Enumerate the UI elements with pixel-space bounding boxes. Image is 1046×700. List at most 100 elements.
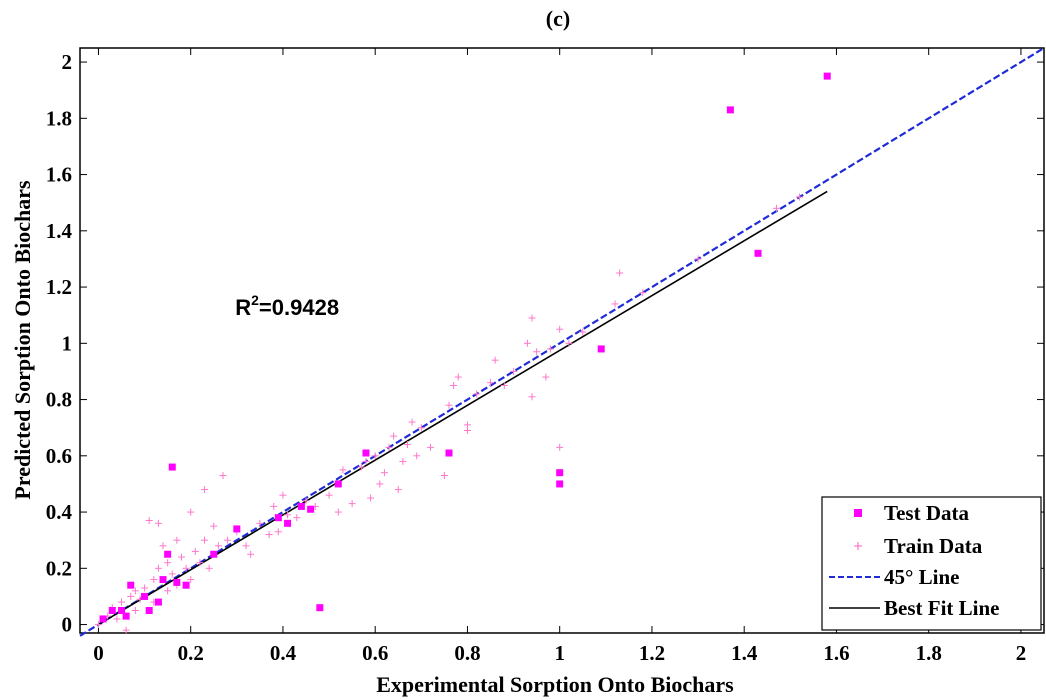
- data-points: [94, 72, 831, 634]
- test-data-point: [164, 550, 172, 558]
- test-data-point: [334, 480, 342, 488]
- x-tick-label: 0.8: [454, 641, 480, 665]
- test-data-point: [154, 598, 162, 606]
- y-tick-label: 1.4: [46, 219, 73, 243]
- train-data-point: [242, 542, 250, 550]
- train-data-point: [247, 550, 255, 558]
- train-data-point: [270, 502, 278, 510]
- train-data-point: [284, 511, 292, 519]
- legend-box: [821, 496, 1042, 631]
- train-data-point: [417, 424, 425, 432]
- train-data-point: [376, 480, 384, 488]
- y-tick-label: 0.4: [46, 500, 73, 524]
- train-data-point: [219, 472, 227, 479]
- train-data-point: [187, 508, 195, 516]
- test-data-point: [597, 345, 605, 353]
- x-tick-label: 2: [1016, 641, 1027, 665]
- x-tick-label: 0: [93, 641, 104, 665]
- y-tick-label: 2: [62, 50, 73, 74]
- y-axis-label: Predicted Sorption Onto Biochars: [10, 180, 35, 500]
- train-data-point: [639, 289, 647, 297]
- train-data-point: [145, 517, 153, 524]
- train-data-point: [510, 367, 518, 375]
- x-tick-label: 1.4: [731, 641, 758, 665]
- train-data-point: [334, 508, 342, 516]
- test-data-point: [210, 550, 218, 558]
- test-data-point: [118, 607, 126, 614]
- legend-best-fit: Best Fit Line: [884, 596, 1000, 620]
- test-data-point: [445, 449, 453, 457]
- legend-45-line: 45° Line: [884, 565, 960, 589]
- x-axis-label: Experimental Sorption Onto Biochars: [376, 672, 734, 697]
- train-data-point: [141, 584, 149, 592]
- train-data-point: [491, 356, 499, 364]
- legend-plus-marker: [854, 542, 862, 550]
- train-data-point: [325, 491, 333, 499]
- x-tick-label: 0.6: [362, 641, 388, 665]
- train-data-point: [528, 314, 536, 322]
- train-data-point: [367, 494, 375, 502]
- y-tick-label: 0: [62, 613, 73, 637]
- test-data-point: [173, 578, 181, 586]
- train-data-point: [408, 418, 416, 426]
- train-data-point: [159, 542, 167, 550]
- train-data-point: [450, 382, 458, 389]
- test-data-point: [556, 480, 564, 488]
- best-fit-line: [98, 190, 828, 626]
- train-data-point: [173, 536, 181, 544]
- train-data-point: [131, 607, 139, 614]
- x-tick-label: 1.2: [639, 641, 665, 665]
- x-tick-label: 1.8: [916, 641, 942, 665]
- test-data-point: [233, 525, 241, 533]
- train-data-point: [339, 466, 347, 474]
- train-data-point: [113, 615, 121, 623]
- test-data-point: [159, 576, 167, 584]
- y-tick-label: 1.8: [46, 106, 72, 130]
- fit-lines: [79, 47, 1045, 637]
- train-data-point: [256, 519, 264, 527]
- train-data-point: [205, 564, 213, 572]
- y-tick-label: 0.8: [46, 388, 72, 412]
- test-data-point: [284, 519, 292, 527]
- train-data-point: [694, 255, 702, 263]
- test-data-point: [127, 581, 135, 589]
- x-tick-label: 1.6: [823, 641, 849, 665]
- train-data-point: [214, 542, 222, 550]
- test-data-point: [316, 604, 324, 612]
- train-data-point: [357, 463, 365, 471]
- train-data-point: [413, 452, 421, 460]
- test-data-point: [297, 502, 305, 510]
- train-data-point: [196, 559, 204, 567]
- train-data-point: [528, 393, 536, 401]
- train-data-point: [445, 401, 453, 409]
- train-data-point: [191, 547, 199, 555]
- test-data-point: [823, 72, 831, 80]
- train-data-point: [390, 432, 398, 440]
- train-data-point: [150, 576, 158, 584]
- train-data-point: [616, 269, 624, 277]
- train-data-point: [168, 570, 176, 578]
- train-data-point: [362, 457, 370, 465]
- train-data-point: [487, 379, 495, 387]
- y-tick-label: 1: [62, 331, 73, 355]
- train-data-point: [154, 564, 162, 572]
- x-tick-label: 0.2: [178, 641, 204, 665]
- legend-train-data: Train Data: [884, 534, 983, 558]
- legend-test-data: Test Data: [884, 501, 969, 525]
- test-data-point: [274, 514, 282, 522]
- test-data-point: [122, 612, 130, 620]
- tick-labels: 0 0.2 0.4 0.6 0.8 1 1.2 1.4 1.6 1.8 2 0 0.2 0.4 0.6 0.8…: [46, 50, 1026, 665]
- r-squared-base: R: [235, 295, 251, 320]
- test-data-point: [145, 607, 153, 614]
- chart-title: (c): [546, 6, 570, 31]
- identity-line: [79, 47, 1045, 637]
- train-data-point: [399, 457, 407, 465]
- r-squared-value: =0.9428: [259, 295, 339, 320]
- train-data-point: [579, 328, 587, 336]
- train-data-point: [523, 339, 531, 347]
- legend: Test Data Train Data 45° Line Best Fit L…: [821, 496, 1042, 631]
- train-data-point: [772, 204, 780, 212]
- train-data-point: [94, 621, 102, 629]
- legend-square-marker: [854, 509, 862, 517]
- train-data-point: [556, 443, 564, 451]
